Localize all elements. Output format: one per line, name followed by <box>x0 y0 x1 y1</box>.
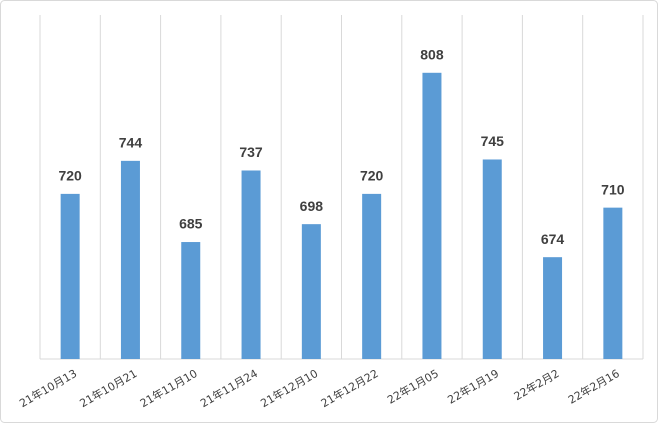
bar <box>603 207 623 359</box>
bar <box>181 242 201 359</box>
bar <box>482 159 502 359</box>
value-label: 744 <box>119 135 143 151</box>
value-label: 720 <box>360 168 384 184</box>
value-label: 745 <box>481 133 505 149</box>
bar <box>60 193 80 359</box>
value-label: 710 <box>601 181 625 197</box>
bar <box>422 72 442 360</box>
bar <box>362 193 382 359</box>
value-label: 808 <box>420 46 444 62</box>
bar <box>120 160 140 359</box>
bar <box>241 170 261 359</box>
value-label: 685 <box>179 216 203 232</box>
value-label: 737 <box>239 144 263 160</box>
value-label: 674 <box>541 231 565 247</box>
bar <box>543 257 563 359</box>
bar <box>301 224 321 359</box>
value-label: 720 <box>58 168 82 184</box>
value-label: 698 <box>300 198 324 214</box>
